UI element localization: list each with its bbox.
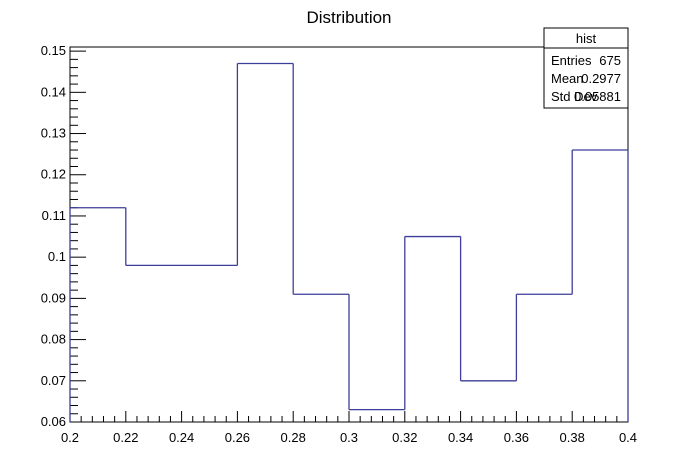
y-tick-label: 0.13: [41, 126, 66, 141]
x-axis: 0.2 0.22 0.24 0.26 0.28 0.3 0.32 0.34 0.36 0.38 0.…: [61, 411, 637, 445]
stats-box-frame: [543, 27, 629, 109]
stats-mean-value: 0.2977: [581, 71, 621, 86]
x-tick-label: 0.4: [619, 430, 637, 445]
y-tick-label: 0.11: [42, 208, 66, 223]
x-tick-label: 0.24: [169, 430, 194, 445]
y-tick-label: 0.1: [48, 249, 66, 264]
y-tick-label: 0.06: [41, 414, 66, 429]
stats-stddev-label: Std Dev: [551, 89, 598, 104]
x-tick-label: 0.36: [504, 430, 529, 445]
y-axis: 0.06 0.07 0.08 0.09 0.1 0.11 0.12 0.13 0.14 0.15: [41, 43, 86, 429]
x-tick-label: 0.2: [61, 430, 79, 445]
stats-entries-value: 675: [599, 53, 621, 68]
stats-mean-label: Mean: [551, 71, 584, 86]
stats-entries-label: Entries: [551, 53, 592, 68]
x-tick-label: 0.3: [340, 430, 358, 445]
stats-stddev-value: 0.05881: [574, 89, 621, 104]
y-tick-label: 0.14: [41, 84, 66, 99]
x-tick-label: 0.26: [225, 430, 250, 445]
y-tick-label: 0.09: [41, 290, 66, 305]
y-tick-label: 0.15: [41, 43, 66, 58]
x-tick-label: 0.32: [392, 430, 417, 445]
y-tick-label: 0.12: [41, 167, 66, 182]
stats-box-title: hist: [576, 31, 597, 46]
y-tick-label: 0.08: [41, 332, 66, 347]
x-tick-label: 0.38: [560, 430, 585, 445]
histogram-bars: [69, 62, 629, 422]
chart-title: Distribution: [306, 8, 391, 27]
stats-box: hist Entries 675 Mean 0.2977 Std Dev 0.0…: [543, 27, 629, 109]
x-tick-label: 0.34: [448, 430, 473, 445]
x-tick-label: 0.22: [113, 430, 138, 445]
x-tick-label: 0.28: [281, 430, 306, 445]
y-tick-label: 0.07: [41, 373, 66, 388]
